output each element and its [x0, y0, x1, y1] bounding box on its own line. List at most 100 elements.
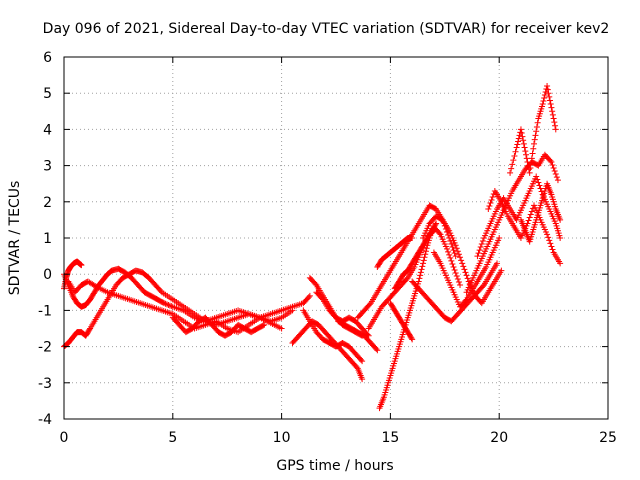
data-point	[548, 158, 555, 165]
data-points	[61, 82, 564, 412]
data-point	[433, 220, 440, 227]
data-point	[455, 251, 462, 258]
data-point	[543, 85, 550, 92]
data-point	[546, 93, 553, 100]
data-point	[485, 206, 492, 213]
data-point	[550, 165, 557, 172]
data-point	[420, 260, 427, 267]
data-point	[536, 182, 543, 189]
data-point	[289, 307, 296, 314]
data-point	[359, 358, 366, 365]
data-point	[547, 240, 554, 247]
data-point	[92, 282, 99, 289]
data-point	[161, 300, 168, 307]
x-tick-label: 25	[599, 430, 617, 446]
data-point	[510, 157, 517, 164]
data-point	[475, 250, 482, 257]
data-point	[452, 242, 459, 249]
data-point	[515, 138, 522, 145]
data-point	[532, 132, 539, 139]
data-point	[454, 276, 461, 283]
data-point	[557, 235, 564, 241]
data-point	[552, 122, 559, 129]
data-point	[519, 133, 526, 140]
data-point	[165, 301, 172, 308]
data-point	[526, 169, 533, 176]
data-point	[541, 95, 548, 102]
data-point	[528, 160, 535, 167]
data-point	[366, 301, 373, 308]
data-point	[496, 235, 503, 241]
data-point	[166, 302, 173, 309]
y-tick-label: 6	[43, 50, 52, 66]
data-point	[462, 297, 469, 304]
data-point	[162, 300, 169, 307]
data-point	[415, 278, 422, 285]
data-point	[488, 196, 495, 203]
data-point	[463, 272, 470, 279]
data-point	[445, 248, 452, 255]
data-point	[557, 216, 564, 223]
data-point	[487, 200, 494, 207]
data-point	[163, 301, 170, 308]
data-point	[549, 108, 556, 115]
x-tick-label: 20	[490, 430, 508, 446]
data-point	[522, 148, 529, 155]
y-tick-label: -2	[38, 340, 52, 356]
data-point	[551, 168, 558, 175]
data-point	[537, 185, 544, 192]
data-point	[526, 214, 533, 221]
data-point	[448, 241, 455, 248]
data-point	[418, 266, 425, 273]
data-point	[525, 217, 532, 224]
data-point	[515, 135, 522, 142]
data-point	[359, 376, 366, 383]
data-point	[544, 231, 551, 238]
y-tick-label: -3	[38, 376, 52, 392]
data-point	[546, 97, 553, 104]
data-point	[479, 283, 486, 290]
data-point	[446, 251, 453, 258]
data-point	[421, 254, 428, 261]
data-point	[553, 174, 560, 181]
data-point	[429, 228, 436, 235]
data-point	[534, 119, 541, 126]
axis-ticks: 0 5 10 15 20 25 -4 -3 -2 -1 0 1 2 3 4 5 6	[38, 50, 617, 446]
data-point	[549, 161, 556, 168]
data-point	[447, 238, 454, 245]
data-point	[305, 294, 312, 301]
data-point	[432, 221, 439, 228]
data-point	[409, 336, 416, 343]
data-point	[552, 171, 559, 178]
data-point	[478, 241, 485, 248]
data-point	[533, 128, 540, 135]
data-point	[554, 177, 561, 184]
data-point	[306, 292, 313, 299]
x-axis-label: GPS time / hours	[276, 458, 393, 474]
data-point	[509, 161, 516, 168]
data-point	[541, 92, 548, 99]
data-point	[489, 193, 496, 200]
data-point	[462, 269, 469, 276]
data-point	[551, 119, 558, 126]
data-point	[460, 263, 467, 270]
data-point	[449, 244, 456, 251]
data-point	[548, 243, 555, 250]
data-point	[545, 234, 552, 241]
data-point	[514, 141, 521, 148]
data-point	[450, 247, 457, 254]
data-point	[549, 111, 556, 118]
y-tick-label: 0	[43, 267, 52, 283]
data-point	[358, 356, 365, 363]
data-point	[521, 144, 528, 151]
y-axis-label: SDTVAR / TECUs	[7, 181, 23, 296]
x-tick-label: 5	[168, 430, 177, 446]
data-point	[533, 123, 540, 130]
data-point	[512, 148, 519, 155]
data-point	[430, 227, 437, 234]
data-point	[530, 145, 537, 152]
data-point	[160, 299, 167, 306]
data-point	[420, 257, 427, 264]
data-point	[479, 238, 486, 245]
